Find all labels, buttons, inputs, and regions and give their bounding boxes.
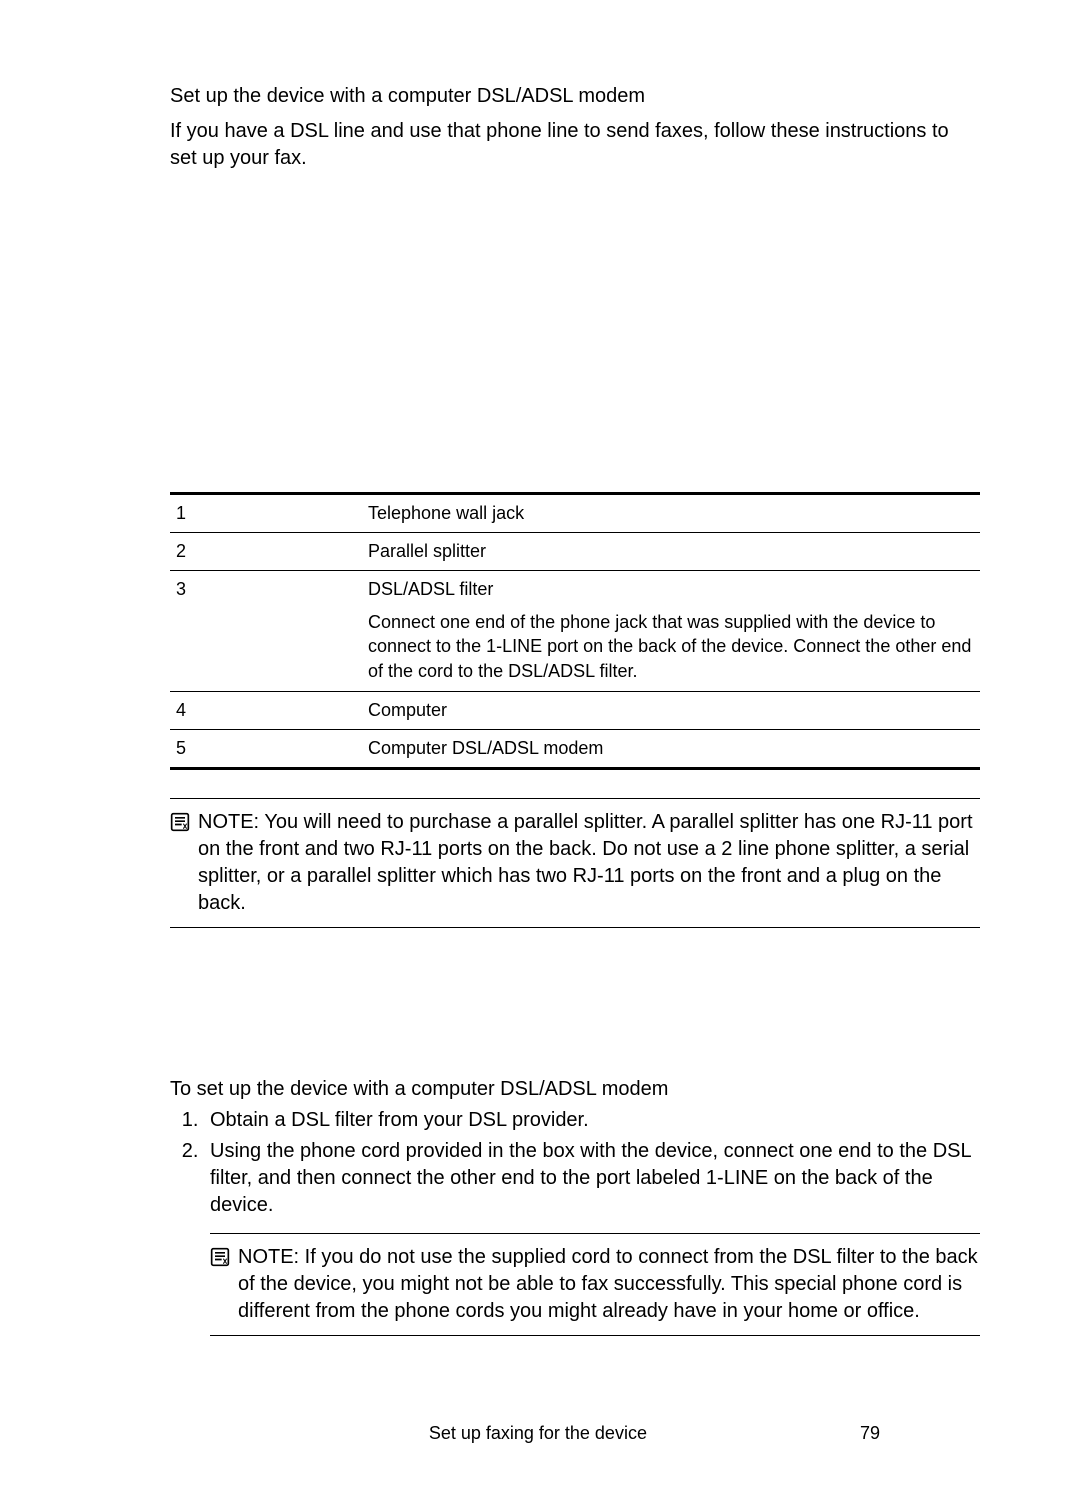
- intro-paragraph: If you have a DSL line and use that phon…: [170, 118, 980, 172]
- list-item: Using the phone cord provided in the box…: [204, 1138, 980, 1336]
- table-cell-description: DSL/ADSL filter Connect one end of the ph…: [362, 571, 980, 692]
- note-callout: NOTE: You will need to purchase a parall…: [170, 798, 980, 928]
- table-cell-description: Parallel splitter: [362, 533, 980, 571]
- footer-title: Set up faxing for the device: [429, 1423, 647, 1443]
- note-label: NOTE:: [198, 811, 259, 833]
- table-row: 4 Computer: [170, 691, 980, 729]
- table-cell-primary: Computer: [368, 700, 974, 721]
- table-cell-primary: DSL/ADSL filter: [368, 579, 974, 600]
- document-page: Set up the device with a computer DSL/AD…: [0, 0, 1080, 1496]
- steps-list: Obtain a DSL filter from your DSL provid…: [170, 1107, 980, 1336]
- note-text: If you do not use the supplied cord to c…: [238, 1246, 978, 1322]
- table-cell-primary: Parallel splitter: [368, 541, 974, 562]
- table-cell-number: 3: [170, 571, 362, 692]
- table-cell-number: 5: [170, 729, 362, 768]
- note-icon: [210, 1244, 238, 1325]
- table-cell-primary: Telephone wall jack: [368, 503, 974, 524]
- table-cell-number: 2: [170, 533, 362, 571]
- table-row: 5 Computer DSL/ADSL modem: [170, 729, 980, 768]
- note-callout: NOTE: If you do not use the supplied cor…: [210, 1233, 980, 1336]
- step-text: Using the phone cord provided in the box…: [210, 1140, 971, 1216]
- table-row: 1 Telephone wall jack: [170, 494, 980, 533]
- table-cell-secondary: Connect one end of the phone jack that w…: [368, 610, 974, 683]
- table-cell-description: Computer DSL/ADSL modem: [362, 729, 980, 768]
- table-cell-number: 1: [170, 494, 362, 533]
- page-number: 79: [690, 1338, 980, 1503]
- legend-table: 1 Telephone wall jack 2 Parallel splitter 3D…: [170, 492, 980, 770]
- note-icon: [170, 809, 198, 917]
- step-text: Obtain a DSL filter from your DSL provid…: [210, 1109, 589, 1131]
- note-text: You will need to purchase a parallel spl…: [198, 811, 973, 914]
- page-footer: Set up faxing for the device 79: [429, 1423, 980, 1444]
- steps-heading: To set up the device with a computer DSL…: [170, 1078, 980, 1101]
- table-cell-number: 4: [170, 691, 362, 729]
- table-cell-description: Computer: [362, 691, 980, 729]
- table-cell-description: Telephone wall jack: [362, 494, 980, 533]
- list-item: Obtain a DSL filter from your DSL provid…: [204, 1107, 980, 1134]
- table-row: 2 Parallel splitter: [170, 533, 980, 571]
- table-cell-primary: Computer DSL/ADSL modem: [368, 738, 974, 759]
- section-heading: Set up the device with a computer DSL/AD…: [170, 85, 980, 108]
- note-label: NOTE:: [238, 1246, 299, 1268]
- table-row: 3 DSL/ADSL filter Connect one end of the p…: [170, 571, 980, 692]
